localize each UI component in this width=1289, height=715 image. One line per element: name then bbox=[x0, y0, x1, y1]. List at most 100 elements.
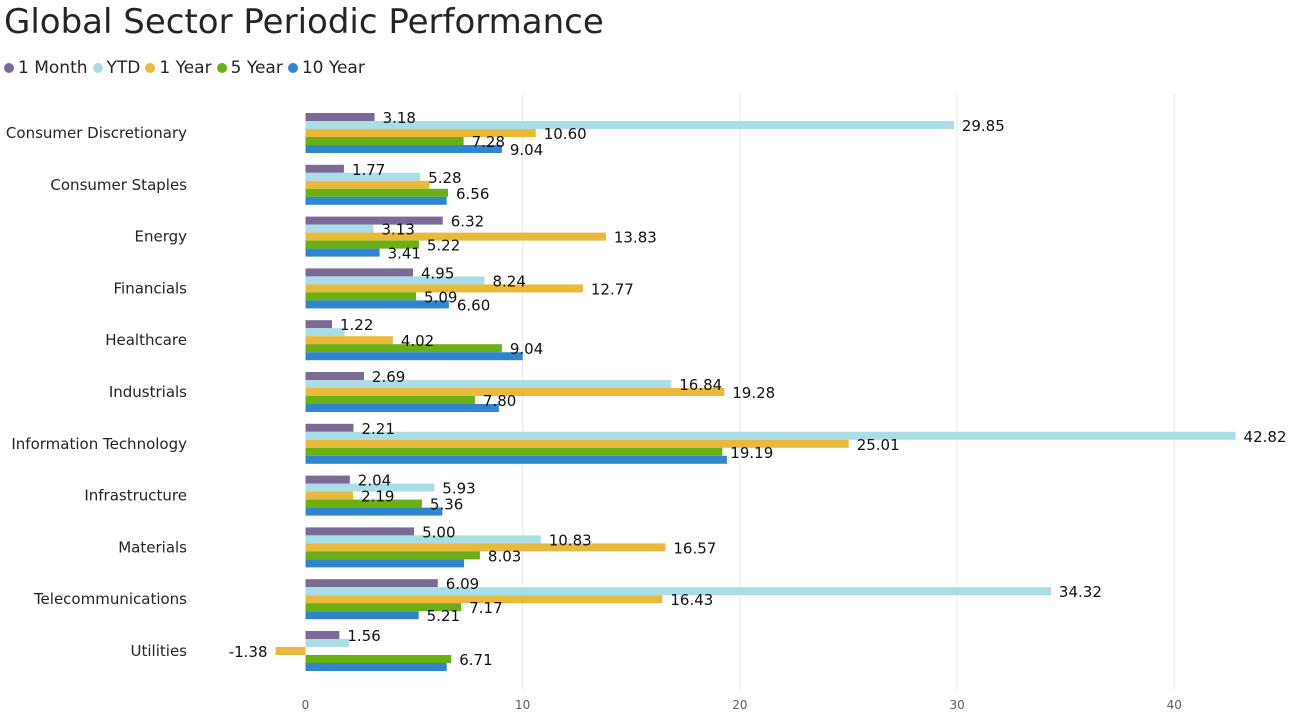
bar-materials-10-year bbox=[305, 559, 465, 568]
data-label-industrials-1-year: 19.28 bbox=[732, 384, 775, 402]
data-label-infrastructure-1-year: 2.19 bbox=[361, 488, 394, 506]
data-label-consumer-discretionary-ytd: 29.85 bbox=[962, 117, 1005, 135]
bar-telecommunications-ytd bbox=[305, 587, 1051, 596]
bar-utilities-1-month bbox=[305, 631, 340, 639]
data-label-industrials-5-year: 7.80 bbox=[483, 392, 516, 410]
bar-energy-10-year bbox=[305, 248, 380, 257]
legend-item-ytd[interactable]: YTD bbox=[92, 58, 141, 78]
data-label-utilities-1-month: 1.56 bbox=[347, 627, 380, 645]
legend-label-5-year: 5 Year bbox=[230, 58, 283, 78]
data-label-financials-1-year: 12.77 bbox=[591, 280, 634, 298]
category-label-infrastructure: Infrastructure bbox=[84, 487, 187, 505]
data-label-infrastructure-1-month: 2.04 bbox=[358, 472, 391, 490]
data-label-telecommunications-5-year: 7.17 bbox=[469, 599, 502, 617]
category-label-healthcare: Healthcare bbox=[105, 331, 187, 349]
bar-healthcare-1-month bbox=[305, 320, 332, 329]
bar-materials-ytd bbox=[305, 535, 541, 544]
data-label-industrials-ytd: 16.84 bbox=[679, 376, 722, 394]
data-label-consumer-discretionary-1-year: 10.60 bbox=[544, 125, 587, 143]
bar-financials-ytd bbox=[305, 276, 485, 285]
data-label-industrials-1-month: 2.69 bbox=[372, 368, 405, 386]
data-label-financials-ytd: 8.24 bbox=[492, 272, 525, 290]
legend-marker-1-month bbox=[4, 63, 14, 73]
legend-marker-5-year bbox=[216, 63, 227, 73]
bar-infrastructure-10-year bbox=[305, 507, 443, 516]
category-label-consumer-discretionary: Consumer Discretionary bbox=[6, 124, 187, 142]
data-label-telecommunications-ytd: 34.32 bbox=[1059, 583, 1102, 601]
bar-consumer-staples-1-year bbox=[305, 180, 430, 189]
data-label-consumer-discretionary-5-year: 7.28 bbox=[472, 133, 505, 151]
bar-infrastructure-1-year bbox=[305, 491, 354, 500]
legend-item-1-year[interactable]: 1 Year bbox=[145, 58, 212, 78]
bar-telecommunications-1-month bbox=[305, 579, 438, 588]
bar-consumer-staples-1-month bbox=[305, 164, 344, 173]
bar-consumer-discretionary-1-year bbox=[305, 129, 536, 137]
bar-information-technology-10-year bbox=[305, 455, 727, 464]
category-label-telecommunications: Telecommunications bbox=[33, 590, 187, 608]
data-label-financials-5-year: 5.09 bbox=[424, 288, 457, 306]
bar-consumer-discretionary-10-year bbox=[305, 145, 502, 153]
bar-consumer-discretionary-1-month bbox=[305, 113, 375, 121]
data-label-consumer-discretionary-10-year: 9.04 bbox=[510, 141, 543, 159]
category-label-consumer-staples: Consumer Staples bbox=[50, 176, 187, 194]
bar-information-technology-5-year bbox=[305, 447, 723, 456]
data-label-infrastructure-5-year: 5.36 bbox=[430, 496, 463, 514]
chart-legend: 1 Month YTD 1 Year 5 Year 10 Year bbox=[4, 56, 370, 80]
data-label-utilities-1-year: -1.38 bbox=[229, 643, 268, 661]
bar-infrastructure-1-month bbox=[305, 475, 350, 484]
data-label-information-technology-5-year: 19.19 bbox=[730, 444, 773, 462]
x-tick-label-20: 20 bbox=[732, 698, 747, 712]
data-label-consumer-staples-ytd: 5.28 bbox=[428, 169, 461, 187]
bar-information-technology-ytd bbox=[305, 431, 1236, 440]
bar-telecommunications-10-year bbox=[305, 611, 419, 620]
data-label-materials-1-month: 5.00 bbox=[422, 523, 455, 541]
category-label-materials: Materials bbox=[118, 538, 187, 556]
data-label-consumer-staples-1-month: 1.77 bbox=[352, 161, 385, 179]
bar-energy-1-year bbox=[305, 232, 606, 241]
data-label-energy-10-year: 3.41 bbox=[388, 245, 421, 263]
data-label-infrastructure-ytd: 5.93 bbox=[442, 480, 475, 498]
bar-consumer-staples-10-year bbox=[305, 196, 447, 205]
bar-healthcare-10-year bbox=[305, 352, 523, 361]
bar-materials-1-year bbox=[305, 543, 666, 552]
legend-item-1-month[interactable]: 1 Month bbox=[4, 58, 88, 78]
legend-label-1-year: 1 Year bbox=[159, 58, 212, 78]
data-label-energy-1-month: 6.32 bbox=[451, 213, 484, 231]
bar-energy-5-year bbox=[305, 240, 419, 249]
bar-consumer-discretionary-5-year bbox=[305, 137, 464, 145]
bar-energy-1-month bbox=[305, 216, 443, 225]
data-label-information-technology-ytd: 42.82 bbox=[1244, 428, 1287, 446]
category-label-information-technology: Information Technology bbox=[11, 435, 187, 453]
bar-financials-1-year bbox=[305, 284, 583, 293]
data-label-financials-10-year: 6.60 bbox=[457, 296, 490, 314]
legend-label-1-month: 1 Month bbox=[18, 58, 88, 78]
data-label-telecommunications-1-year: 16.43 bbox=[670, 591, 713, 609]
legend-label-ytd: YTD bbox=[106, 58, 141, 78]
category-label-industrials: Industrials bbox=[109, 383, 187, 401]
legend-label-10-year: 10 Year bbox=[301, 58, 365, 78]
bar-energy-ytd bbox=[305, 224, 374, 233]
category-label-utilities: Utilities bbox=[131, 642, 188, 660]
data-label-consumer-staples-5-year: 6.56 bbox=[456, 185, 489, 203]
bar-utilities-5-year bbox=[305, 655, 452, 663]
x-tick-label-30: 30 bbox=[949, 698, 964, 712]
data-label-information-technology-1-year: 25.01 bbox=[857, 436, 900, 454]
bar-industrials-1-month bbox=[305, 372, 364, 380]
bar-telecommunications-5-year bbox=[305, 603, 462, 612]
bar-information-technology-1-month bbox=[305, 423, 354, 432]
bar-materials-1-month bbox=[305, 527, 415, 536]
category-label-financials: Financials bbox=[114, 279, 188, 297]
bar-industrials-ytd bbox=[305, 380, 672, 388]
legend-item-5-year[interactable]: 5 Year bbox=[216, 58, 283, 78]
data-label-healthcare-5-year: 9.04 bbox=[510, 340, 543, 358]
legend-marker-ytd bbox=[92, 63, 103, 73]
bar-utilities-10-year bbox=[305, 663, 447, 671]
bar-consumer-staples-ytd bbox=[305, 172, 421, 181]
bar-financials-1-month bbox=[305, 268, 414, 277]
bar-consumer-staples-5-year bbox=[305, 188, 448, 197]
data-label-consumer-discretionary-1-month: 3.18 bbox=[383, 109, 416, 127]
legend-item-10-year[interactable]: 10 Year bbox=[287, 58, 365, 78]
x-tick-label-10: 10 bbox=[515, 698, 530, 712]
x-tick-label-0: 0 bbox=[302, 698, 310, 712]
bar-telecommunications-1-year bbox=[305, 595, 663, 604]
